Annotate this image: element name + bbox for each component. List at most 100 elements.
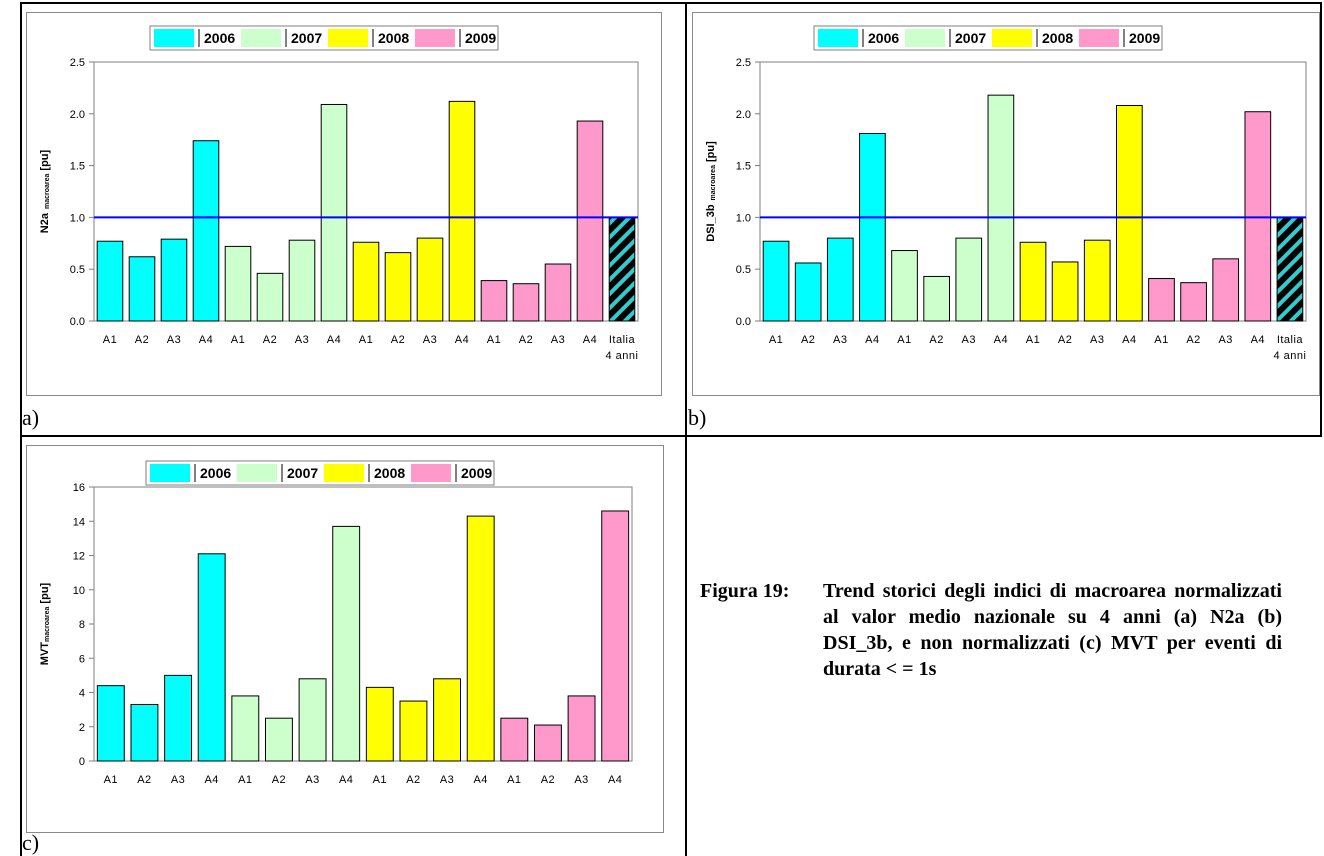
bar-2008-A2 bbox=[385, 253, 411, 321]
panel-label-b: b) bbox=[688, 405, 706, 431]
x-tick-label: A1 bbox=[231, 334, 245, 346]
x-tick-label: A2 bbox=[929, 334, 943, 346]
legend-label-2008: 2008 bbox=[374, 465, 405, 481]
x-tick-label: A3 bbox=[423, 334, 437, 346]
y-tick-label: 14 bbox=[73, 516, 85, 528]
y-axis-title: MVTmacroarea[pu] bbox=[39, 582, 51, 665]
x-tick-label: Italia bbox=[1277, 334, 1304, 346]
x-tick-label: A1 bbox=[1026, 334, 1040, 346]
x-tick-label: A2 bbox=[272, 774, 286, 786]
x-tick-label: A4 bbox=[583, 334, 597, 346]
bar-2007-A4 bbox=[988, 95, 1014, 321]
x-tick-label: A3 bbox=[1090, 334, 1104, 346]
x-tick-label: A3 bbox=[833, 334, 847, 346]
bar-2006-A3 bbox=[165, 675, 192, 761]
legend-swatch-2006 bbox=[154, 29, 194, 47]
bar-2008-A1 bbox=[1020, 242, 1046, 321]
bar-2007-A1 bbox=[232, 696, 259, 761]
x-tick-label: A1 bbox=[238, 774, 252, 786]
legend-swatch-2006 bbox=[150, 464, 190, 482]
y-tick-label: 10 bbox=[73, 585, 85, 597]
bar-2006-A1 bbox=[97, 241, 123, 321]
y-tick-label: 0 bbox=[79, 756, 85, 768]
x-tick-label: A2 bbox=[135, 334, 149, 346]
bar-2006-A4 bbox=[860, 133, 886, 321]
bar-2008-A1 bbox=[366, 687, 393, 761]
bar-2008-A2 bbox=[1052, 262, 1078, 321]
bar-2006-A1 bbox=[763, 241, 789, 321]
bar-2007-A3 bbox=[289, 240, 315, 321]
legend-label-2006: 2006 bbox=[868, 30, 899, 46]
caption-label: Figura 19: bbox=[700, 578, 789, 604]
bar-2008-A2 bbox=[400, 701, 427, 761]
bar-2007-A1 bbox=[225, 246, 251, 321]
legend-label-2009: 2009 bbox=[461, 465, 492, 481]
y-axis-title: N2amacroarea[pu] bbox=[39, 149, 51, 233]
y-tick-label: 2.5 bbox=[736, 57, 751, 69]
x-tick-label: A4 bbox=[1251, 334, 1265, 346]
x-tick-label: A3 bbox=[295, 334, 309, 346]
bar-2009-A4 bbox=[1245, 112, 1271, 321]
legend-label-2009: 2009 bbox=[465, 30, 496, 46]
y-tick-label: 0.5 bbox=[70, 264, 85, 276]
bar-2009-A3 bbox=[545, 264, 571, 321]
legend-label-2007: 2007 bbox=[291, 30, 322, 46]
x-tick-label: A4 bbox=[1122, 334, 1136, 346]
legend-label-2006: 2006 bbox=[204, 30, 235, 46]
x-tick-label: A1 bbox=[104, 774, 118, 786]
y-tick-label: 1.0 bbox=[736, 212, 751, 224]
y-axis-title: DSI_3bmacroarea[pu] bbox=[705, 141, 717, 242]
x-tick-label: 4 anni bbox=[606, 350, 639, 362]
legend-swatch-2009 bbox=[411, 464, 451, 482]
x-tick-label: A3 bbox=[1218, 334, 1232, 346]
y-tick-label: 1.0 bbox=[70, 212, 85, 224]
bar-2006-A3 bbox=[161, 239, 187, 321]
y-tick-label: 1.5 bbox=[70, 161, 85, 173]
x-tick-label: A3 bbox=[167, 334, 181, 346]
y-tick-label: 0.0 bbox=[70, 316, 85, 328]
table-border-center bbox=[685, 2, 687, 856]
bar-2006-A1 bbox=[97, 686, 124, 761]
y-tick-label: 1.5 bbox=[736, 161, 751, 173]
x-tick-label: A3 bbox=[551, 334, 565, 346]
bar-italia bbox=[1277, 217, 1303, 321]
bar-2008-A3 bbox=[1084, 240, 1110, 321]
chart-c: 2006 2007 2008 2009 0 2 4 6 8 10 12 14 16 MVTmacroare… bbox=[26, 445, 664, 833]
x-tick-label: A3 bbox=[305, 774, 319, 786]
x-tick-label: A1 bbox=[359, 334, 373, 346]
legend-swatch-2007 bbox=[241, 29, 281, 47]
legend-label-2007: 2007 bbox=[287, 465, 318, 481]
y-tick-label: 16 bbox=[73, 482, 85, 494]
bar-2009-A3 bbox=[568, 696, 595, 761]
x-tick-label: A1 bbox=[1154, 334, 1168, 346]
x-tick-label: A4 bbox=[327, 334, 341, 346]
chart-a: 2006 2007 2008 2009 0.0 0.5 1.0 1.5 2.0 2.5 N2amac… bbox=[26, 12, 662, 396]
bar-2007-A2 bbox=[257, 273, 283, 321]
legend-label-2009: 2009 bbox=[1129, 30, 1160, 46]
y-tick-label: 0.5 bbox=[736, 264, 751, 276]
legend-label-2006: 2006 bbox=[200, 465, 231, 481]
y-tick-label: 12 bbox=[73, 551, 85, 563]
bar-2009-A1 bbox=[1149, 279, 1175, 321]
table-border-top bbox=[20, 2, 1322, 4]
x-tick-label: A4 bbox=[199, 334, 213, 346]
bar-2007-A3 bbox=[956, 238, 982, 321]
bar-2006-A4 bbox=[198, 554, 225, 761]
x-tick-label: A4 bbox=[204, 774, 218, 786]
y-tick-label: 0.0 bbox=[736, 316, 751, 328]
x-tick-label: A2 bbox=[1186, 334, 1200, 346]
x-tick-label: A3 bbox=[962, 334, 976, 346]
bar-2009-A1 bbox=[501, 718, 528, 761]
legend-swatch-2007 bbox=[905, 29, 945, 47]
x-tick-label: A1 bbox=[103, 334, 117, 346]
bar-2007-A2 bbox=[265, 718, 292, 761]
x-tick-label: A3 bbox=[171, 774, 185, 786]
x-tick-label: A2 bbox=[801, 334, 815, 346]
x-tick-label: A3 bbox=[440, 774, 454, 786]
y-tick-label: 6 bbox=[79, 653, 85, 665]
x-tick-label: 4 anni bbox=[1273, 350, 1306, 362]
x-tick-label: Italia bbox=[609, 334, 636, 346]
y-tick-label: 2.5 bbox=[70, 57, 85, 69]
x-tick-label: A1 bbox=[373, 774, 387, 786]
y-tick-label: 2.0 bbox=[736, 109, 751, 121]
